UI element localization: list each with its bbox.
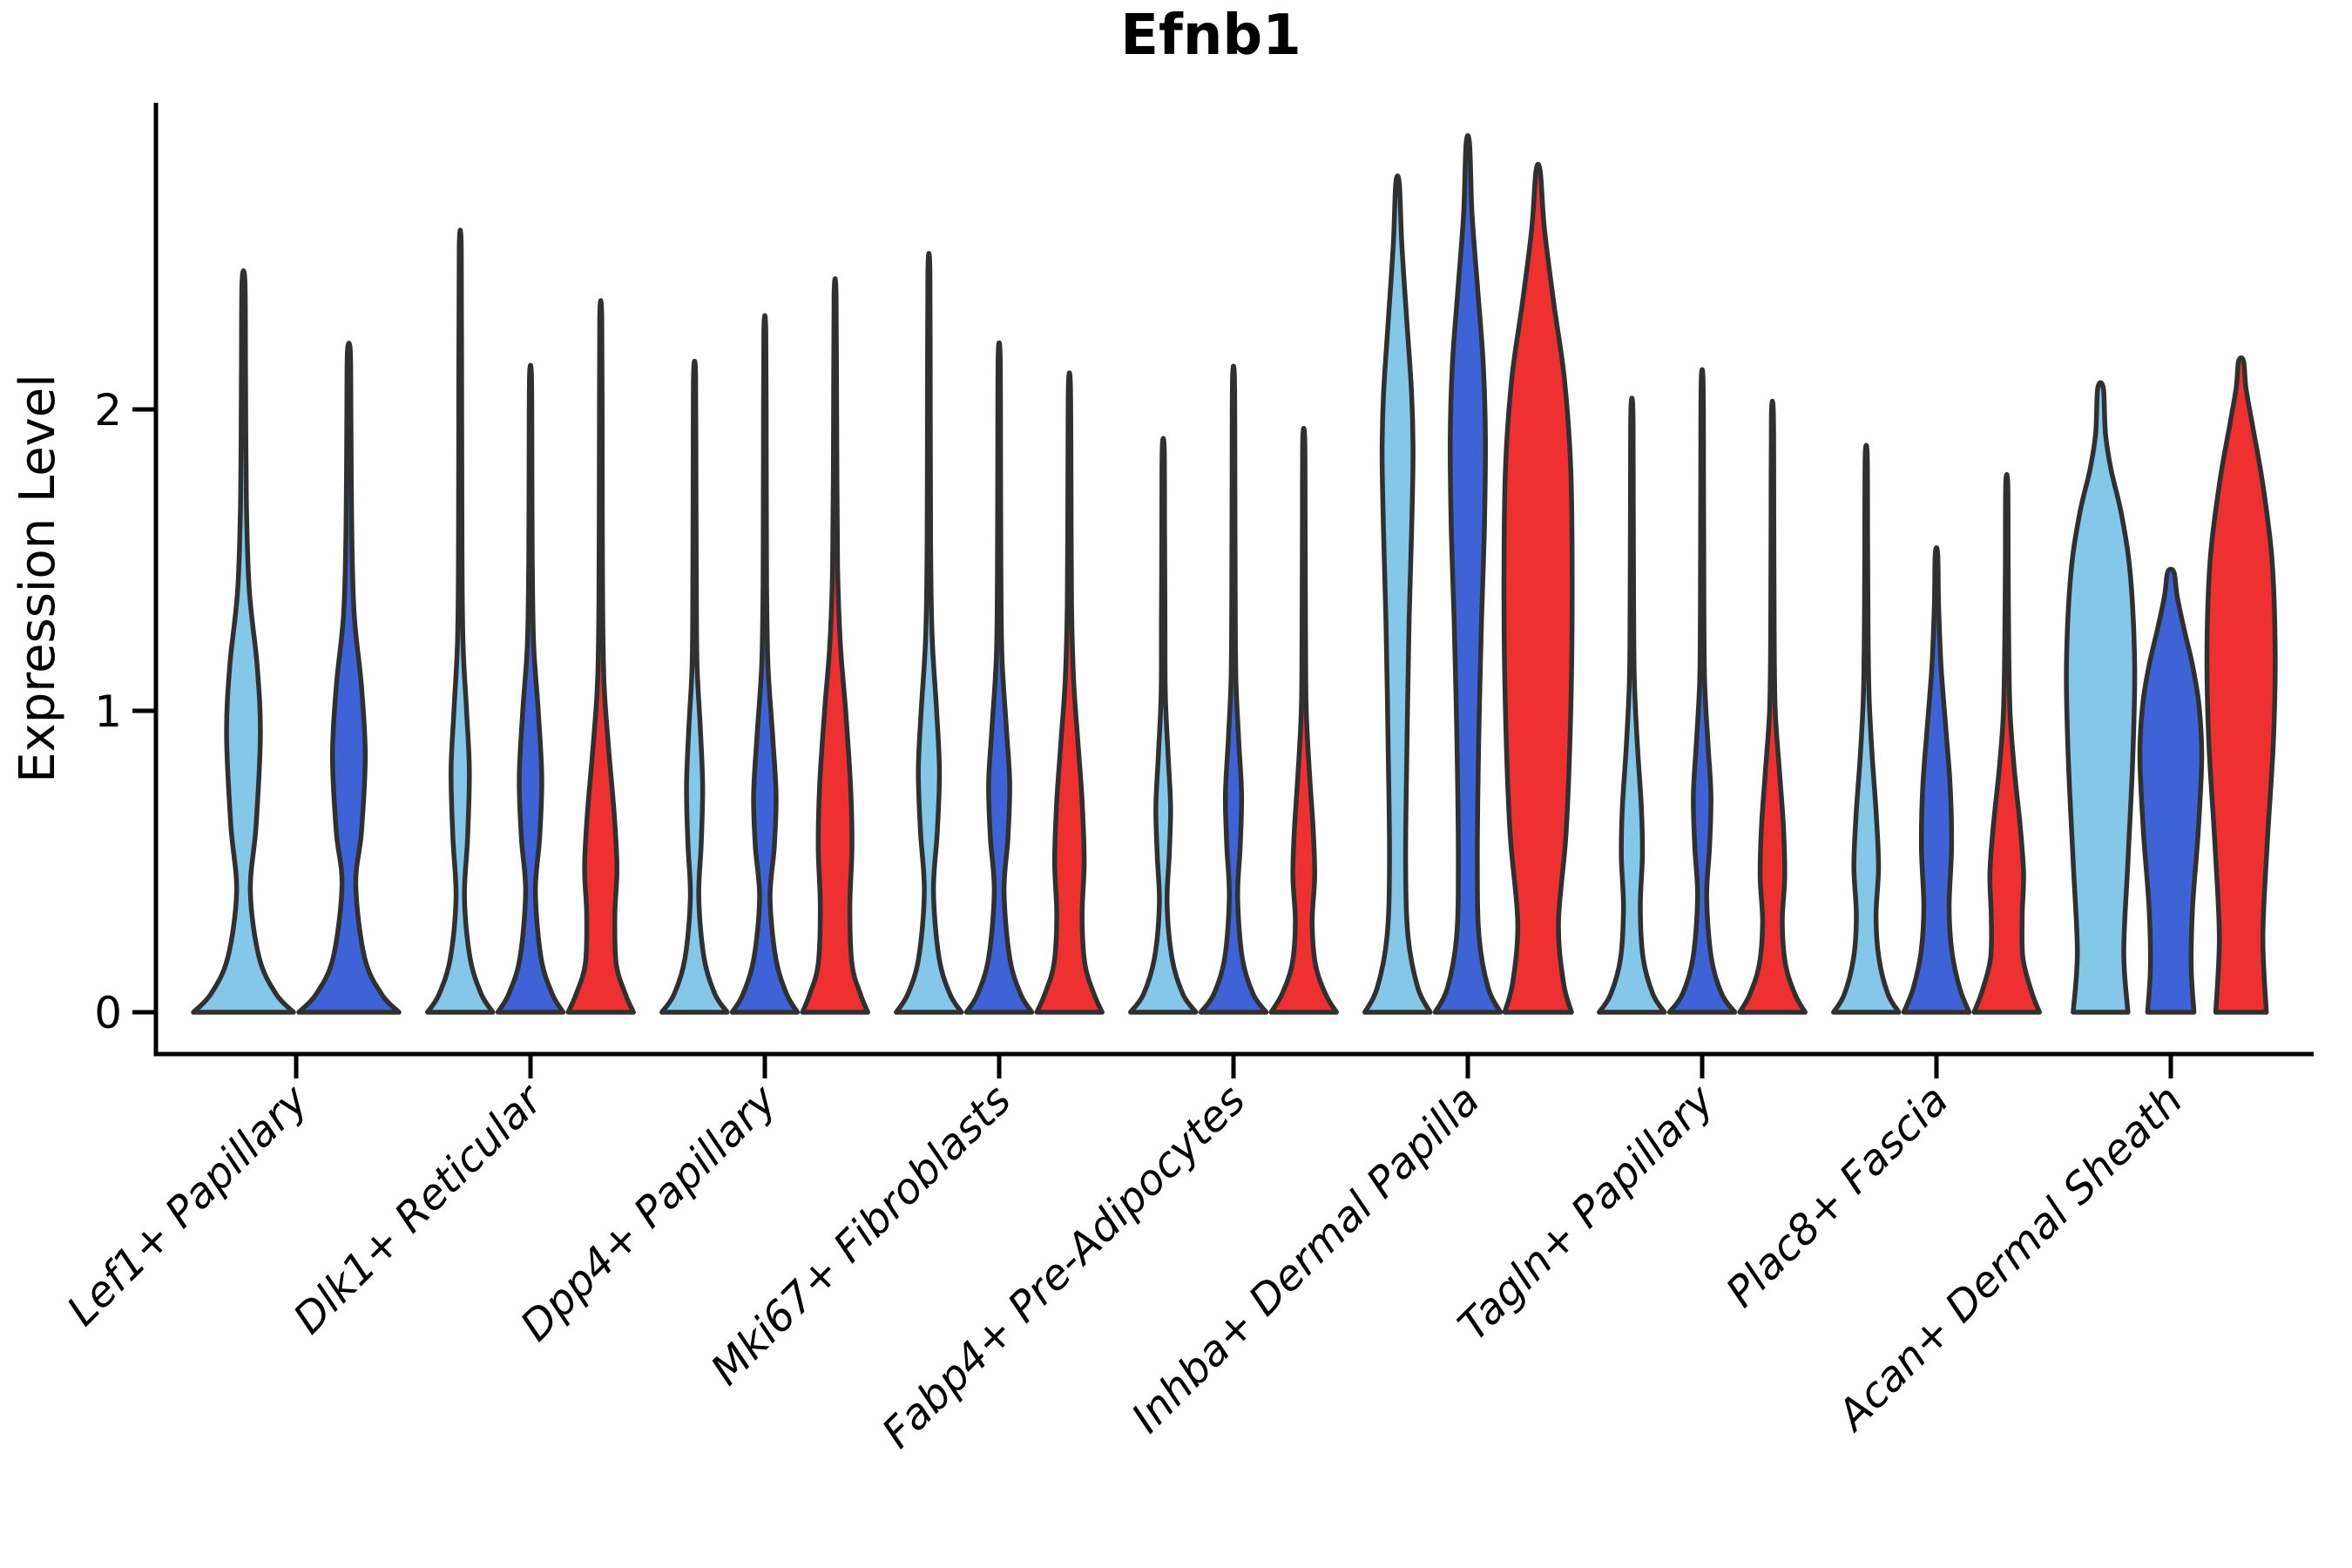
violin-royal-blue-9 <box>2137 566 2205 1015</box>
violin-light-blue-7 <box>1597 395 1667 1015</box>
violin-light-blue-8 <box>1831 443 1902 1015</box>
violin-royal-blue-4 <box>963 340 1035 1015</box>
violin-red-7 <box>1737 398 1808 1015</box>
violin-light-blue-5 <box>1128 436 1199 1015</box>
x-tick-label: Lef1+ Papillary <box>57 1075 318 1335</box>
violin-royal-blue-3 <box>729 313 801 1015</box>
y-tick-label: 2 <box>94 385 122 436</box>
violins-layer <box>191 132 2278 1015</box>
y-axis-ticks: 0 1 2 <box>94 385 156 1038</box>
violin-red-4 <box>1034 370 1105 1015</box>
x-tick-label: Tagln+ Papillary <box>1449 1075 1724 1350</box>
violin-royal-blue-2 <box>495 362 566 1015</box>
violin-light-blue-4 <box>894 251 964 1015</box>
y-axis-label: Expression Level <box>10 374 66 783</box>
violin-light-blue-1 <box>191 268 296 1015</box>
violin-royal-blue-1 <box>296 341 402 1015</box>
violin-red-2 <box>565 298 636 1015</box>
violin-light-blue-6 <box>1362 173 1433 1015</box>
x-tick-label: Plac8+ Fascia <box>1717 1076 1958 1317</box>
x-tick-label: Dlk1+ Reticular <box>284 1074 554 1344</box>
violin-royal-blue-6 <box>1432 132 1504 1015</box>
violin-red-6 <box>1501 161 1575 1015</box>
violin-light-blue-9 <box>2064 380 2138 1015</box>
violin-red-8 <box>1971 472 2042 1015</box>
violin-royal-blue-8 <box>1901 545 1972 1015</box>
plot-title: Efnb1 <box>1120 3 1301 68</box>
violin-royal-blue-5 <box>1198 363 1269 1015</box>
violin-royal-blue-7 <box>1666 367 1738 1015</box>
violin-light-blue-3 <box>659 358 730 1015</box>
violin-red-3 <box>800 276 870 1015</box>
y-tick-label: 0 <box>94 988 122 1038</box>
y-tick-label: 1 <box>94 686 122 737</box>
violin-light-blue-2 <box>425 227 496 1015</box>
x-tick-label: Dpp4+ Papillary <box>511 1075 787 1350</box>
violin-red-9 <box>2204 355 2278 1015</box>
violin-red-5 <box>1268 425 1339 1015</box>
